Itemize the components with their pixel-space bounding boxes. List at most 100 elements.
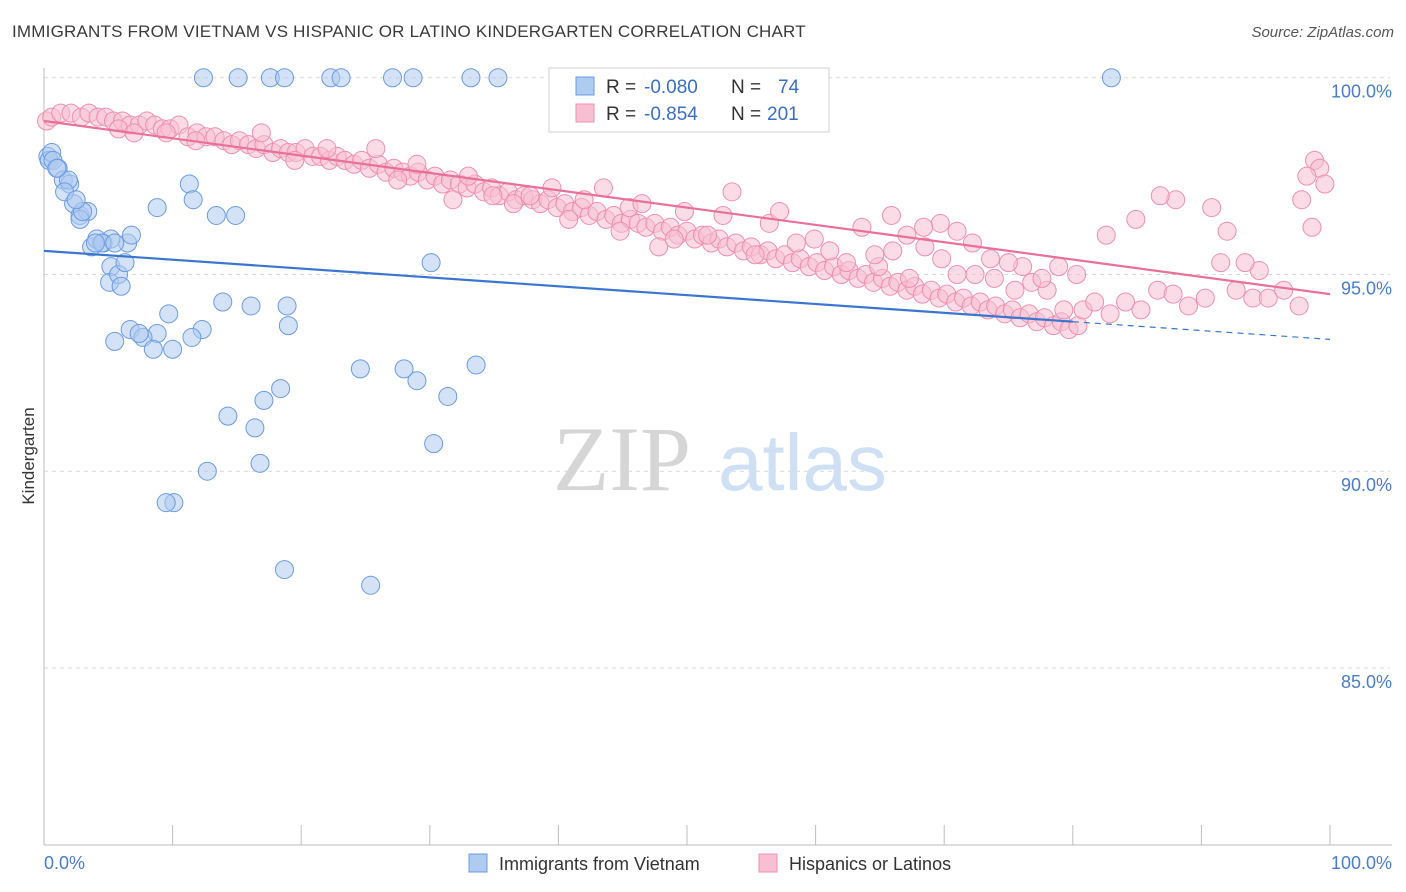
point-hispanic (664, 229, 684, 249)
point-vietnam (163, 339, 183, 359)
point-hispanic (1179, 296, 1199, 316)
point-hispanic (1297, 166, 1317, 186)
x-tick-labels: 0.0% 100.0% (44, 853, 1392, 873)
point-vietnam (156, 493, 176, 513)
point-vietnam (488, 68, 508, 88)
legend-n-label-1: N = (731, 77, 761, 98)
point-vietnam (241, 296, 261, 316)
point-hispanic (1100, 304, 1120, 324)
point-vietnam (105, 331, 125, 351)
legend-swatch-vietnam (575, 76, 595, 96)
point-hispanic (980, 249, 1000, 269)
point-vietnam (383, 68, 403, 88)
point-hispanic (999, 253, 1018, 273)
point-hispanic (1258, 288, 1278, 308)
point-hispanic (1211, 253, 1231, 273)
point-hispanic (483, 186, 503, 206)
point-hispanic (388, 170, 408, 190)
point-hispanic (649, 237, 669, 257)
x-tick-label: 0.0% (44, 853, 85, 873)
point-hispanic (804, 229, 824, 249)
point-vietnam (350, 359, 370, 379)
point-hispanic (1163, 284, 1183, 304)
point-hispanic (1150, 186, 1170, 206)
point-hispanic (443, 190, 463, 210)
y-tick-label: 95.0% (1341, 278, 1392, 298)
point-vietnam (407, 371, 427, 391)
legend-n-label-2: N = (731, 104, 761, 125)
point-hispanic (632, 194, 652, 214)
point-hispanic (1292, 190, 1312, 210)
point-vietnam (438, 386, 458, 406)
point-hispanic (503, 194, 523, 214)
point-hispanic (897, 225, 917, 245)
legend-top: R = -0.080 N = 74 R = -0.854 N = 201 (548, 67, 830, 133)
point-hispanic (1067, 264, 1087, 284)
trend-line-vietnam (43, 249, 1073, 323)
point-vietnam (179, 174, 199, 194)
point-vietnam (403, 68, 423, 88)
point-vietnam (143, 339, 163, 359)
y-tick-label: 100.0% (1331, 82, 1392, 102)
point-hispanic (722, 182, 742, 202)
point-hispanic (1235, 253, 1255, 273)
point-vietnam (331, 68, 351, 88)
point-hispanic (1126, 209, 1146, 229)
point-hispanic (836, 253, 856, 273)
point-hispanic (930, 213, 950, 233)
point-hispanic (883, 241, 903, 261)
watermark-atlas: atlas (718, 418, 887, 507)
point-vietnam (466, 355, 486, 375)
bottom-legend-label-hispanic: Hispanics or Latinos (789, 854, 951, 874)
point-hispanic (852, 217, 872, 237)
point-vietnam (213, 292, 233, 312)
x-tick-label: 100.0% (1331, 853, 1392, 873)
point-vietnam (424, 434, 444, 454)
point-hispanic (520, 186, 540, 206)
point-vietnam (85, 233, 105, 253)
trend-line-hispanic (43, 119, 1331, 296)
point-vietnam (115, 253, 135, 273)
point-hispanic (1005, 280, 1025, 300)
point-vietnam (274, 68, 294, 88)
bottom-legend-swatch-hispanic (758, 853, 778, 873)
legend-r-label-2: R = (606, 104, 636, 125)
y-tick-label: 90.0% (1341, 475, 1392, 495)
point-hispanic (1068, 316, 1088, 336)
point-hispanic (1131, 300, 1151, 320)
point-hispanic (865, 245, 885, 265)
point-hispanic (1085, 292, 1105, 312)
point-hispanic (366, 139, 386, 159)
point-hispanic (1289, 296, 1309, 316)
gridlines (44, 77, 1390, 669)
point-vietnam (254, 390, 274, 410)
point-vietnam (121, 225, 141, 245)
point-vietnam (105, 233, 125, 253)
point-vietnam (271, 379, 291, 399)
point-vietnam (197, 461, 217, 481)
point-vietnam (183, 190, 203, 210)
point-hispanic (458, 166, 478, 186)
legend-swatch-hispanic (575, 103, 595, 123)
point-hispanic (610, 221, 630, 241)
point-vietnam (461, 68, 481, 88)
point-hispanic (1096, 225, 1116, 245)
point-hispanic (593, 178, 613, 198)
point-hispanic (881, 205, 901, 225)
point-hispanic (965, 264, 985, 284)
point-hispanic (407, 154, 427, 174)
point-hispanic (1274, 280, 1294, 300)
point-hispanic (1054, 300, 1074, 320)
point-vietnam (245, 418, 265, 438)
watermark-zip: ZIP (553, 408, 691, 510)
point-vietnam (228, 68, 248, 88)
trend-lines (43, 119, 1331, 340)
point-vietnam (250, 453, 270, 473)
y-axis-label: Kindergarten (19, 407, 38, 504)
point-vietnam (361, 575, 381, 595)
y-tick-label: 85.0% (1341, 672, 1392, 692)
legend-n-value-2: 201 (767, 104, 799, 125)
point-hispanic (786, 233, 806, 253)
watermark: ZIP atlas (553, 408, 887, 510)
point-vietnam (218, 406, 238, 426)
